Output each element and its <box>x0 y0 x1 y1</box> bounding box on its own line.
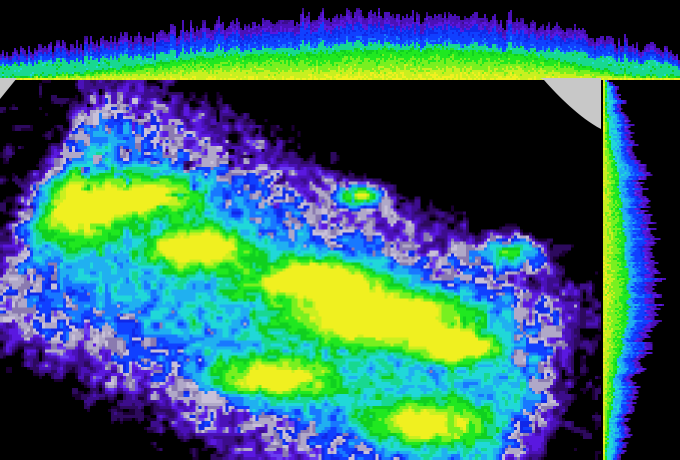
right-projection-canvas <box>603 80 680 460</box>
plan-view-canvas <box>0 80 601 460</box>
main-plan-view-panel[interactable] <box>0 80 601 460</box>
top-projection-panel[interactable] <box>0 0 680 80</box>
corner-mask-top-right-icon <box>540 78 601 129</box>
panel-gutter-vertical <box>601 80 603 460</box>
right-projection-panel[interactable] <box>603 80 680 460</box>
top-projection-canvas <box>0 0 680 80</box>
